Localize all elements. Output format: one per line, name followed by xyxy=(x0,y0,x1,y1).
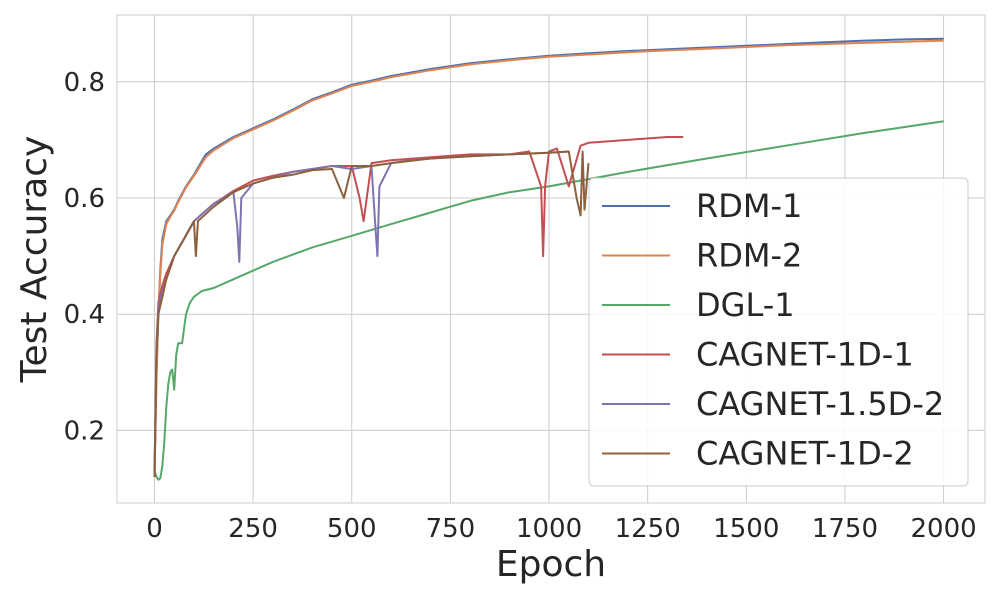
y-axis-label: Test Accuracy xyxy=(14,136,55,384)
x-tick-label: 1000 xyxy=(516,514,582,544)
legend-label: RDM-1 xyxy=(696,187,802,225)
x-tick-label: 2000 xyxy=(910,514,976,544)
y-tick-label: 0.8 xyxy=(64,68,105,98)
x-tick-label: 250 xyxy=(228,514,278,544)
x-tick-label: 750 xyxy=(426,514,476,544)
x-tick-label: 1250 xyxy=(615,514,681,544)
x-tick-label: 0 xyxy=(146,514,163,544)
y-tick-label: 0.6 xyxy=(64,184,105,214)
series-line-6 xyxy=(153,150,590,477)
legend-label: RDM-2 xyxy=(696,237,802,275)
legend-label: DGL-1 xyxy=(696,286,795,324)
y-tick-label: 0.4 xyxy=(64,300,105,330)
y-tick-label: 0.2 xyxy=(64,416,105,446)
x-tick-label: 1500 xyxy=(713,514,779,544)
legend-label: CAGNET-1D-1 xyxy=(696,336,914,374)
y-tick-labels: 0.2 0.4 0.6 0.8 xyxy=(64,68,105,447)
x-tick-label: 1750 xyxy=(812,514,878,544)
legend-label: CAGNET-1.5D-2 xyxy=(696,385,944,423)
series-line-2 xyxy=(153,39,944,477)
x-tick-labels: 0 250 500 750 1000 1250 1500 1750 2000 xyxy=(146,514,976,544)
series-line-3 xyxy=(153,120,944,481)
legend-box xyxy=(588,177,969,487)
legend: RDM-1 RDM-2 DGL-1 CAGNET-1D-1 CAGNET-1.5D-2 C… xyxy=(588,177,969,487)
x-tick-label: 500 xyxy=(327,514,377,544)
legend-label: CAGNET-1D-2 xyxy=(696,435,914,473)
series-lines xyxy=(153,37,944,481)
x-axis-label: Epoch xyxy=(496,544,606,585)
